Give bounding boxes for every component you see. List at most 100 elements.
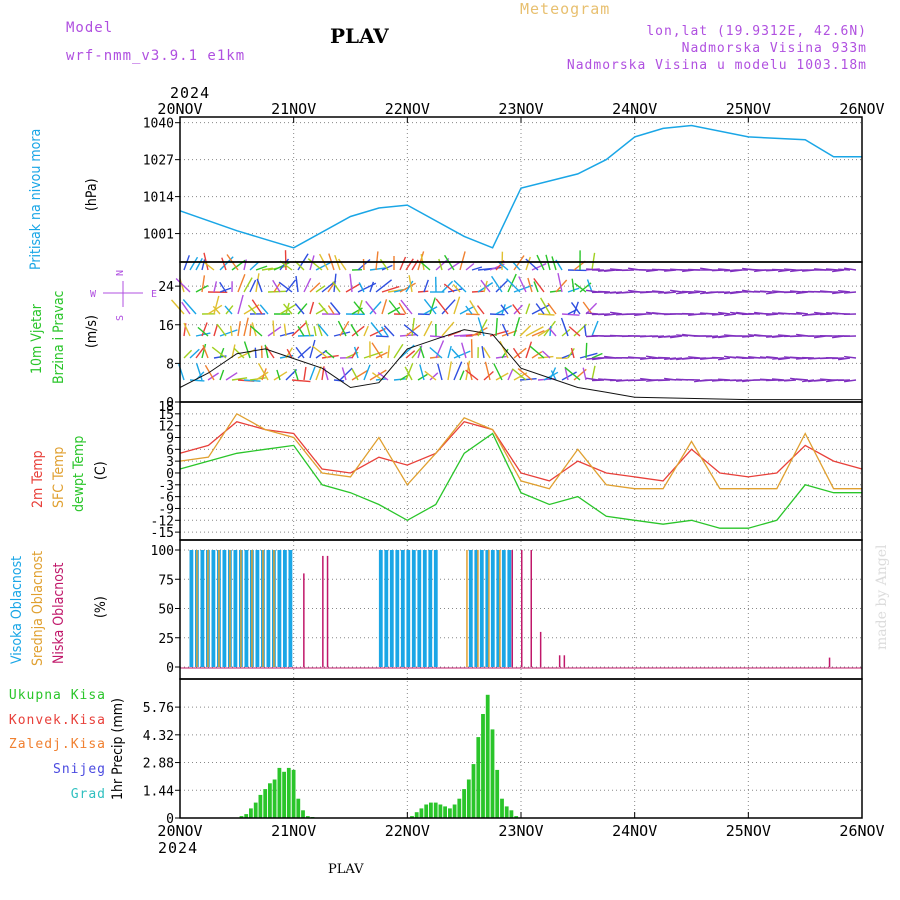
wind-arrow [189, 379, 205, 382]
wind-arrow [350, 324, 359, 337]
wind-arrow [718, 357, 731, 361]
bottom-date-tick: 22NOV [385, 822, 430, 840]
wind-arrow [497, 260, 509, 271]
wind-arrow [465, 360, 471, 381]
footer-station: PLAV [328, 862, 364, 877]
wind-arrow [548, 327, 557, 337]
wind-arrow [417, 290, 429, 293]
wind-arrow [219, 329, 238, 337]
wind-arrow [564, 366, 581, 381]
wind-arrow [254, 347, 257, 359]
precip-bar [471, 764, 476, 818]
wind-arrow [375, 335, 389, 338]
legend-conv-rain: Konvek.Kisa [8, 713, 106, 728]
wind-arrow [819, 378, 833, 381]
wind-arrow [465, 262, 475, 271]
wind-arrow [351, 369, 369, 381]
wind-arrow [272, 320, 275, 337]
temp-tick-label: 6 [166, 443, 174, 458]
wind-arrow [657, 356, 671, 359]
wind-arrow [819, 313, 833, 316]
precip-title: 1hr Precip (mm) [110, 698, 126, 800]
wind-arrow [531, 329, 545, 337]
high-cloud-bar [277, 550, 282, 667]
wind-arrow [591, 379, 605, 382]
wind-overlap-tick-label: 18 [158, 400, 174, 415]
wind-arrow [459, 370, 465, 381]
wind-arrow [561, 328, 571, 337]
wind-arrow [429, 372, 439, 381]
wind-arrow [273, 371, 288, 381]
mid-cloud-bar [218, 550, 220, 667]
wind-arrow [766, 356, 779, 359]
wind-arrow [195, 257, 203, 271]
low-cloud-bar [539, 631, 542, 667]
wind-arrow [778, 357, 791, 361]
wind-arrow [279, 331, 295, 337]
wind-arrow [370, 322, 383, 337]
wind-arrow [832, 291, 845, 295]
precip-tick-label: 1.44 [143, 784, 174, 799]
wind-arrow [582, 367, 587, 381]
wind-arrow [420, 261, 431, 271]
precip-bar [485, 694, 490, 818]
bottom-date-tick: 25NOV [726, 822, 771, 840]
wind-arrow [371, 342, 383, 359]
wind-arrow [531, 263, 547, 271]
wind-arrow [550, 370, 557, 381]
wind-arrow [423, 279, 429, 293]
wind-arrow [651, 290, 665, 293]
low-cloud-label: Niska Oblacnost [51, 562, 67, 665]
wind-arrow [759, 290, 773, 293]
wind-arrow [315, 261, 332, 271]
wind-arrow [195, 346, 205, 359]
high-cloud-bar [417, 550, 422, 667]
wind-arrow [295, 275, 299, 293]
wind-arrow [525, 258, 539, 271]
precip-bar [433, 802, 438, 818]
wind-arrow [423, 298, 437, 315]
high-cloud-bar [395, 550, 400, 667]
wind-arrow [633, 379, 647, 382]
wind-arrow [225, 305, 234, 315]
wind-arrow [207, 372, 219, 381]
wind-arrow [408, 275, 413, 293]
wind-arrow [327, 305, 335, 315]
wind-arrow [717, 268, 731, 271]
wind-arrow [341, 367, 347, 381]
wind-arrow [579, 352, 598, 359]
wind-arrow [482, 347, 491, 359]
wind-arrow [441, 299, 456, 315]
precip-bar [504, 806, 509, 818]
wind-arrow [283, 303, 293, 315]
wind-arrow [201, 322, 208, 337]
wind-arrow [772, 335, 785, 338]
wind-arrow [317, 323, 329, 337]
mid-cloud-bar [251, 550, 253, 667]
low-cloud-bar [563, 655, 566, 667]
wind-arrow [399, 282, 416, 293]
wind-arrow [525, 326, 544, 337]
low-cloud-bar [521, 550, 523, 667]
low-cloud-bar [303, 573, 305, 667]
wind-arrow [400, 299, 413, 315]
wind-arrow [495, 318, 498, 337]
wind-arrow [375, 251, 379, 271]
wind-arrow [221, 257, 227, 271]
wind-arrow [539, 297, 551, 315]
wind-arrow [411, 347, 421, 359]
wind-arrow [286, 348, 293, 359]
wind-arrow [383, 325, 395, 337]
wind-arrow [424, 370, 437, 381]
wind-arrow [201, 275, 206, 293]
top-date-tick: 22NOV [385, 100, 430, 118]
wind-arrow [404, 366, 413, 381]
wind-arrow [765, 291, 779, 295]
mid-cloud-label: Srednja Oblacnost [30, 550, 46, 666]
top-date-tick: 23NOV [498, 100, 543, 118]
top-date-tick: 21NOV [271, 100, 316, 118]
wind-arrow [506, 278, 521, 293]
precip-bar [490, 729, 495, 818]
wind-arrow [518, 276, 527, 293]
wind-arrow [585, 302, 598, 315]
